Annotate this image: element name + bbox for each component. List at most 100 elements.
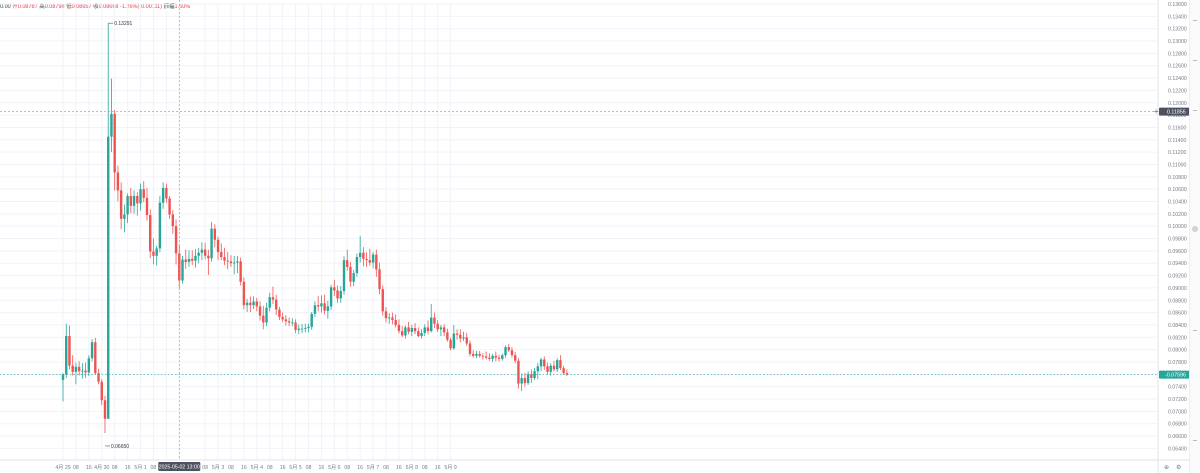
candle-down (510, 350, 514, 356)
candle-down (142, 189, 145, 198)
candle-up (65, 336, 68, 375)
candle-down (400, 331, 404, 336)
candle-up (265, 307, 268, 323)
candle-up (430, 317, 433, 332)
crosshair-time-label: 2025-05-02 13:00 (159, 465, 200, 471)
candle-down (229, 261, 233, 264)
candle-down (552, 365, 556, 370)
candle-down (203, 249, 207, 256)
crosshair-price-tag (1159, 107, 1190, 116)
rail-tick (1193, 440, 1197, 441)
candle-down (129, 195, 133, 206)
candle-down (562, 368, 565, 374)
legend-close-label: 收 (93, 4, 99, 10)
candle-up (132, 195, 136, 206)
candle-down (346, 260, 349, 267)
y-tick-label: 0.11800 (1168, 113, 1186, 119)
x-tick-label: 5月 6 (328, 464, 341, 471)
y-tick-label: 0.07200 (1168, 397, 1187, 403)
y-tick-label: 0.08000 (1168, 348, 1187, 354)
high-marker-label: 0.13291 (114, 21, 132, 27)
candle-up (210, 228, 213, 259)
y-tick-label: 0.08600 (1168, 311, 1187, 317)
candle-down (258, 306, 262, 316)
y-tick-label: 0.12400 (1168, 76, 1187, 82)
candle-down (507, 347, 510, 351)
candle-up (158, 202, 162, 249)
candle-down (497, 357, 501, 359)
candle-down (436, 323, 439, 330)
candle-up (200, 249, 204, 253)
candle-down (184, 259, 187, 262)
y-tick-label: 0.12600 (1168, 64, 1187, 70)
x-tick-label: 08 (267, 465, 273, 471)
candle-up (475, 353, 478, 356)
candle-down (249, 302, 252, 306)
candle-up (155, 248, 158, 256)
rail-handle-icon[interactable] (1192, 226, 1198, 232)
y-tick-label: 0.06800 (1168, 422, 1187, 428)
legend-open-label: 开 (12, 4, 18, 10)
candle-down (271, 297, 275, 300)
candle-up (181, 259, 184, 281)
candle-up (423, 327, 426, 333)
y-tick-label: 0.12800 (1168, 51, 1187, 57)
y-tick-label: 0.06400 (1168, 446, 1187, 452)
x-tick-label: 08 (228, 465, 234, 471)
x-tick-label: 5月 9 (444, 464, 457, 471)
legend-open: 0.08787 (17, 4, 38, 10)
x-tick-label: 08 (344, 465, 350, 471)
candle-down (433, 317, 436, 324)
candle-up (329, 287, 333, 307)
candle-up (107, 136, 110, 419)
x-tick-label: 08 (112, 465, 118, 471)
x-tick-label: 16 (435, 465, 441, 471)
candle-up (501, 355, 504, 359)
candle-down (84, 370, 87, 373)
candle-up (355, 257, 359, 274)
legend-close: 0.08668 (98, 4, 119, 10)
last-price-tag (1159, 370, 1190, 379)
candle-down (407, 327, 410, 332)
x-tick-label: 4月 30 (94, 464, 109, 471)
x-tick-label: 16 (280, 465, 286, 471)
candle-down (191, 258, 194, 261)
candle-down (468, 343, 472, 354)
candle-up (555, 360, 559, 370)
candle-down (336, 290, 339, 299)
candle-up (300, 328, 304, 330)
x-tick-label: 16 (86, 465, 92, 471)
candle-down (207, 255, 210, 259)
candle-up (268, 297, 271, 308)
legend-amp: 1.60% (174, 4, 191, 10)
candle-up (539, 359, 543, 367)
y-tick-label: 0.11000 (1168, 162, 1186, 168)
x-tick-label: 08 (422, 465, 428, 471)
candle-down (242, 281, 246, 306)
candle-down (546, 366, 549, 372)
legend-low: 0.08657 (71, 4, 92, 10)
candle-up (74, 366, 78, 372)
candle-down (349, 266, 352, 282)
y-tick-label: 0.11200 (1168, 150, 1186, 156)
candle-down (71, 365, 74, 372)
candle-down (378, 269, 381, 290)
x-tick-label: 08 (383, 465, 389, 471)
candle-up (439, 327, 443, 330)
candle-down (517, 360, 520, 384)
right-tool-rail[interactable] (1189, 0, 1200, 473)
x-tick-label: 5月 5 (289, 464, 302, 471)
x-tick-label: 4月 29 (55, 464, 70, 471)
candle-up (404, 327, 407, 336)
candle-up (236, 261, 239, 263)
candle-up (245, 302, 249, 306)
candle-up (526, 374, 530, 383)
candle-down (465, 337, 468, 344)
candle-down (136, 195, 139, 204)
candle-down (543, 359, 546, 367)
y-tick-label: 0.10800 (1168, 175, 1187, 181)
candle-down (294, 322, 297, 330)
y-tick-label: 0.09800 (1168, 237, 1187, 243)
candle-down (262, 315, 265, 323)
